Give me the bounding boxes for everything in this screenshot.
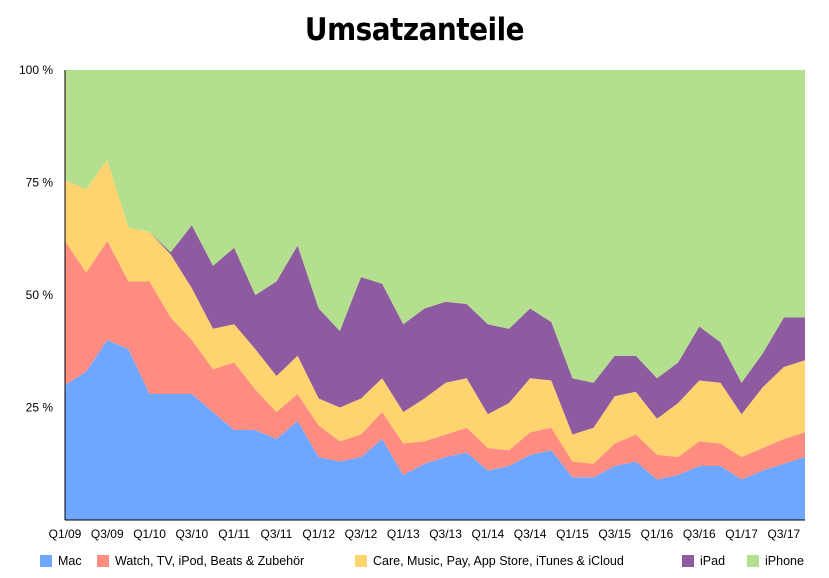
- area-series-1: [65, 241, 805, 480]
- area-series-4: [65, 70, 805, 383]
- x-tick-label: Q1/17: [725, 527, 758, 541]
- axes-group: [64, 70, 805, 521]
- x-tick-label: Q3/11: [261, 527, 293, 541]
- legend-swatch: [747, 555, 759, 567]
- x-tick-label: Q3/13: [429, 527, 462, 541]
- x-tick-label: Q1/09: [49, 527, 82, 541]
- legend-swatch: [355, 555, 367, 567]
- x-axis-tick-labels: Q1/09 Q3/09 Q1/10 Q3/10 Q1/11 Q3/11 Q1/12 Q3/12…: [49, 527, 801, 541]
- y-tick-label: 50 %: [26, 288, 54, 302]
- x-tick-label: Q1/13: [387, 527, 420, 541]
- x-tick-label: Q1/12: [302, 527, 335, 541]
- chart-title: Umsatzanteile: [304, 12, 525, 48]
- x-tick-label: Q3/12: [345, 527, 378, 541]
- legend-item: iPhone: [747, 554, 804, 568]
- legend-item: Mac: [40, 554, 82, 568]
- area-series-3: [65, 160, 805, 435]
- x-tick-label: Q1/14: [472, 527, 505, 541]
- legend-item: iPad: [682, 554, 725, 568]
- x-tick-label: Q1/16: [641, 527, 674, 541]
- x-tick-label: Q3/09: [91, 527, 124, 541]
- x-tick-label: Q3/10: [176, 527, 209, 541]
- legend-item: Care, Music, Pay, App Store, iTunes & iC…: [355, 554, 624, 568]
- area-series-group: [65, 70, 805, 520]
- legend-label: iPad: [700, 554, 726, 568]
- x-tick-label: Q3/16: [683, 527, 716, 541]
- legend-swatch: [682, 555, 694, 567]
- y-tick-label: 100 %: [19, 63, 53, 77]
- legend-label: Watch, TV, iPod, Beats & Zubehör: [115, 554, 305, 568]
- legend-label: Care, Music, Pay, App Store, iTunes & iC…: [373, 554, 624, 568]
- x-tick-label: Q1/11: [218, 527, 250, 541]
- legend-swatch: [40, 555, 52, 567]
- y-tick-label: 75 %: [26, 176, 54, 190]
- x-tick-label: Q1/15: [556, 527, 589, 541]
- legend: Mac Watch, TV, iPod, Beats & Zubehör Care…: [40, 554, 829, 572]
- legend-label: iPhone: [765, 554, 804, 568]
- legend-swatch: [97, 555, 109, 567]
- area-series-0: [65, 340, 805, 520]
- x-tick-label: Q1/10: [133, 527, 166, 541]
- x-tick-label: Q3/17: [768, 527, 801, 541]
- area-series-2: [65, 160, 805, 464]
- x-tick-label: Q3/14: [514, 527, 547, 541]
- y-axis-tick-labels: 25 % 50 % 75 % 100 %: [19, 63, 53, 415]
- y-tick-label: 25 %: [26, 401, 54, 415]
- x-tick-label: Q3/15: [598, 527, 631, 541]
- legend-label: Mac: [58, 554, 82, 568]
- legend-item: Watch, TV, iPod, Beats & Zubehör: [97, 554, 304, 568]
